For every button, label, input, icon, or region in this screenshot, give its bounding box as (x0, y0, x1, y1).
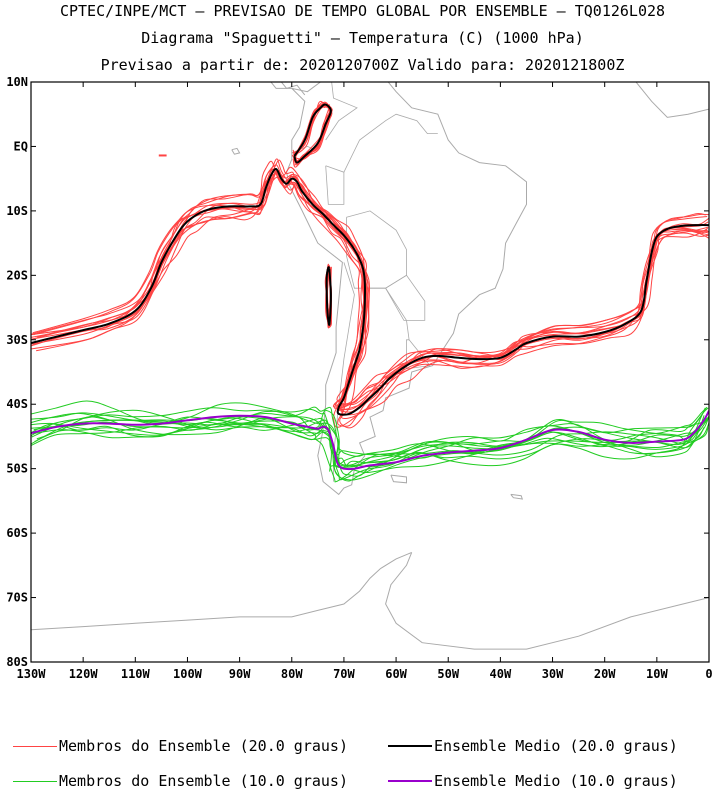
y-axis: 10N EQ 10S 20S 30S 40S 50S 60S 70S 80S (6, 75, 709, 669)
x-tick-label: 80W (281, 667, 303, 681)
x-tick-label: 60W (385, 667, 407, 681)
x-tick-label: 90W (229, 667, 251, 681)
chart-title-line-3: Previsao a partir de: 2020120700Z Valido… (100, 56, 625, 74)
coastline (385, 552, 709, 650)
coastline (635, 82, 709, 118)
member-line-10 (31, 406, 708, 481)
x-tick-label: 10W (646, 667, 668, 681)
x-tick-label: 100W (173, 667, 203, 681)
x-tick-label: 0 (705, 667, 712, 681)
chart-title-line-1: CPTEC/INPE/MCT – PREVISAO DE TEMPO GLOBA… (59, 2, 666, 20)
x-tick-label: 20W (594, 667, 616, 681)
country-border (385, 274, 426, 321)
y-tick-label: 30S (6, 333, 28, 347)
member-line-10 (31, 409, 709, 482)
member-line-10 (36, 415, 709, 477)
mean-line-10 (31, 410, 709, 471)
y-tick-label: 50S (6, 462, 28, 476)
chart-title-line-2: Diagrama "Spaguetti" – Temperatura (C) (… (141, 29, 584, 47)
mean-line-20 (325, 266, 332, 326)
country-border (325, 82, 358, 141)
x-tick-label: 120W (69, 667, 99, 681)
y-tick-label: 40S (6, 397, 28, 411)
x-tick-label: 110W (121, 667, 151, 681)
y-tick-label: 80S (6, 655, 28, 669)
plot-frame (30, 81, 710, 663)
country-border (343, 113, 438, 173)
x-tick-label: 70W (333, 667, 355, 681)
members-20-group (31, 100, 709, 429)
x-tick-label: 30W (542, 667, 564, 681)
member-line-20 (33, 171, 709, 408)
coastline (266, 0, 318, 18)
coastline (270, 82, 292, 89)
legend-label-mean-10: Ensemble Medio (10.0 graus) (434, 772, 678, 790)
member-line-20 (31, 169, 706, 428)
member-line-10 (33, 416, 709, 468)
legend-swatch-mean-10 (388, 780, 432, 782)
country-border (325, 165, 345, 205)
member-line-20 (31, 170, 709, 411)
coastline (390, 474, 407, 484)
legend-members-10: Membros do Ensemble (10.0 graus) (13, 771, 348, 791)
legend-label-mean-20: Ensemble Medio (20.0 graus) (434, 737, 678, 755)
y-tick-label: 70S (6, 591, 28, 605)
coastline (231, 147, 241, 155)
y-tick-label: 60S (6, 526, 28, 540)
legend-swatch-mean-20 (388, 745, 432, 747)
member-line-20 (35, 160, 709, 429)
x-tick-label: 50W (437, 667, 459, 681)
map-coastlines (31, 0, 709, 650)
legend-mean-10: Ensemble Medio (10.0 graus) (388, 771, 678, 791)
coastline (31, 551, 412, 631)
legend-label-members-20: Membros do Ensemble (20.0 graus) (59, 737, 348, 755)
member-line-10 (31, 415, 705, 458)
coastline (280, 82, 306, 96)
y-tick-label: 20S (6, 268, 28, 282)
y-tick-label: EQ (14, 139, 28, 153)
y-tick-label: 10N (6, 75, 28, 89)
ensemble-means-group (31, 103, 709, 471)
members-10-group (31, 400, 709, 483)
mean-line-20 (31, 167, 709, 416)
y-tick-label: 10S (6, 204, 28, 218)
country-border (362, 287, 410, 340)
legend-swatch-members-10 (13, 780, 57, 782)
x-tick-label: 130W (17, 667, 47, 681)
x-tick-label: 40W (490, 667, 512, 681)
mean-line-20 (293, 103, 332, 164)
coastline (620, 0, 625, 50)
x-axis: 130W 120W 110W 100W 90W 80W 70W 60W 50W 40W 30W 20W… (17, 82, 713, 681)
member-line-20 (33, 168, 709, 406)
legend-label-members-10: Membros do Ensemble (10.0 graus) (59, 772, 348, 790)
member-line-20 (31, 164, 709, 419)
member-line-20 (37, 166, 709, 406)
coastline (510, 493, 524, 500)
legend-swatch-members-20 (13, 745, 57, 747)
coastline (328, 18, 354, 31)
legend-members-20: Membros do Ensemble (20.0 graus) (13, 736, 348, 756)
member-line-20 (32, 170, 709, 416)
legend-mean-20: Ensemble Medio (20.0 graus) (388, 736, 678, 756)
member-line-20 (32, 172, 709, 408)
coastline (286, 82, 527, 496)
